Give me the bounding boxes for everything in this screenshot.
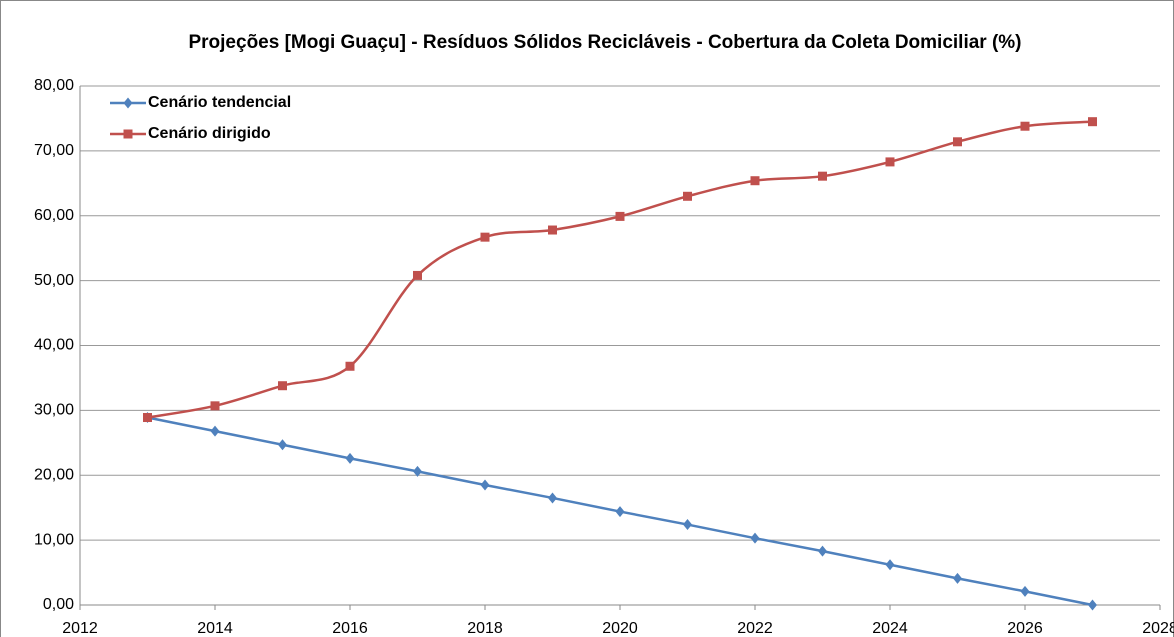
x-tick-label: 2022 — [737, 620, 773, 637]
y-tick-label: 0,00 — [43, 596, 74, 613]
y-tick-label: 10,00 — [34, 531, 74, 548]
y-tick-label: 80,00 — [34, 77, 74, 94]
marker — [885, 157, 895, 167]
x-tick-label: 2018 — [467, 620, 503, 637]
x-tick-label: 2028 — [1142, 620, 1174, 637]
y-tick-label: 70,00 — [34, 142, 74, 159]
marker — [885, 559, 895, 571]
marker — [683, 191, 692, 201]
marker — [818, 545, 827, 557]
marker — [413, 270, 422, 280]
marker — [480, 479, 490, 491]
marker — [818, 171, 827, 181]
marker — [210, 401, 220, 411]
x-tick-label: 2024 — [872, 620, 908, 637]
marker — [548, 225, 557, 235]
marker — [278, 439, 287, 451]
marker — [1088, 117, 1097, 127]
legend-label: Cenário dirigido — [148, 125, 271, 142]
marker — [1020, 121, 1030, 131]
marker — [1020, 585, 1030, 597]
y-tick-label: 60,00 — [34, 207, 74, 224]
marker — [278, 381, 287, 391]
marker — [345, 452, 355, 464]
legend-marker — [123, 97, 133, 109]
x-tick-label: 2012 — [62, 620, 98, 637]
marker — [615, 506, 625, 518]
marker — [143, 413, 152, 423]
marker — [683, 519, 692, 531]
marker — [548, 492, 557, 504]
marker — [750, 176, 760, 186]
marker — [615, 211, 625, 221]
marker — [750, 532, 760, 544]
marker — [480, 232, 490, 242]
y-tick-label: 20,00 — [34, 466, 74, 483]
marker — [345, 361, 355, 371]
y-tick-label: 30,00 — [34, 402, 74, 419]
legend-label: Cenário tendencial — [148, 94, 291, 111]
legend-marker — [123, 129, 133, 139]
x-tick-label: 2016 — [332, 620, 368, 637]
marker — [953, 572, 962, 584]
x-tick-label: 2026 — [1007, 620, 1043, 637]
marker — [1088, 599, 1097, 611]
x-tick-label: 2014 — [197, 620, 233, 637]
x-tick-label: 2020 — [602, 620, 638, 637]
y-tick-label: 50,00 — [34, 272, 74, 289]
marker — [210, 425, 220, 437]
marker — [413, 465, 422, 477]
y-tick-label: 40,00 — [34, 337, 74, 354]
chart-title: Projeções [Mogi Guaçu] - Resíduos Sólido… — [188, 32, 1021, 53]
marker — [953, 137, 962, 147]
